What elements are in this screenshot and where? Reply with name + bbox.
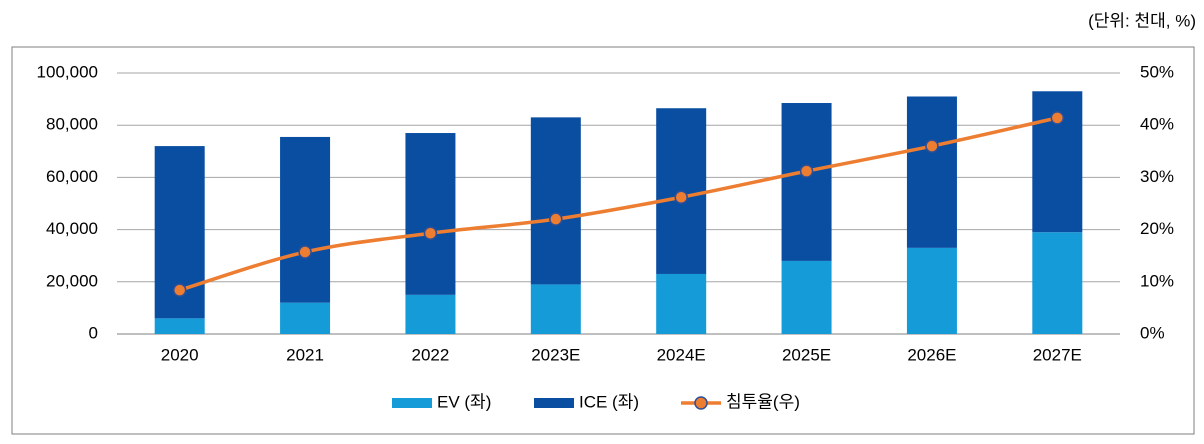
y-tick-label: 20,000 [46, 271, 98, 290]
bar [906, 96, 957, 248]
unit-note: (단위: 천대, %) [1088, 11, 1196, 30]
x-tick-label: 2026E [907, 345, 956, 364]
y2-tick-label: 50% [1140, 62, 1174, 81]
y-tick-label: 80,000 [46, 115, 98, 134]
x-tick-label: 2025E [782, 345, 831, 364]
bar [906, 247, 957, 334]
bar [280, 136, 331, 303]
bar [530, 117, 581, 285]
y-tick-label: 60,000 [46, 167, 98, 186]
line-marker [172, 283, 187, 297]
line [179, 116, 1058, 292]
legend-label: 침투율(우) [726, 392, 800, 411]
bar [280, 302, 331, 334]
bar [530, 284, 581, 334]
legend-label: ICE (좌) [579, 392, 639, 411]
y-tick-label: 100,000 [37, 62, 98, 81]
legend-swatch [392, 398, 432, 408]
legend-swatch [534, 398, 574, 408]
y2-tick-label: 20% [1140, 219, 1174, 238]
legend-label: EV (좌) [437, 392, 491, 411]
y-tick-label: 0 [89, 323, 98, 342]
bar [405, 294, 456, 334]
legend-marker [694, 396, 708, 410]
line-marker [298, 245, 312, 259]
bar [781, 103, 832, 261]
x-tick-label: 2023E [531, 345, 580, 364]
line-marker [1050, 111, 1065, 125]
y2-tick-label: 40% [1140, 115, 1174, 134]
line-marker [549, 212, 563, 226]
x-tick-label: 2024E [657, 345, 706, 364]
bar [1032, 232, 1083, 334]
bar [781, 260, 832, 334]
y-tick-label: 40,000 [46, 219, 98, 238]
x-tick-label: 2027E [1033, 345, 1082, 364]
chart-frame [11, 46, 1195, 435]
y2-tick-label: 30% [1140, 167, 1174, 186]
y2-tick-label: 0% [1140, 323, 1165, 342]
line-marker [423, 226, 438, 241]
x-tick-label: 2020 [161, 345, 199, 364]
bar [405, 133, 456, 295]
x-tick-label: 2022 [412, 345, 450, 364]
line-marker [674, 190, 688, 204]
line-marker [925, 139, 939, 153]
x-tick-label: 2021 [286, 345, 324, 364]
y2-tick-label: 10% [1140, 271, 1174, 290]
line-marker [799, 164, 814, 178]
bar [656, 273, 707, 334]
bar [154, 318, 205, 334]
